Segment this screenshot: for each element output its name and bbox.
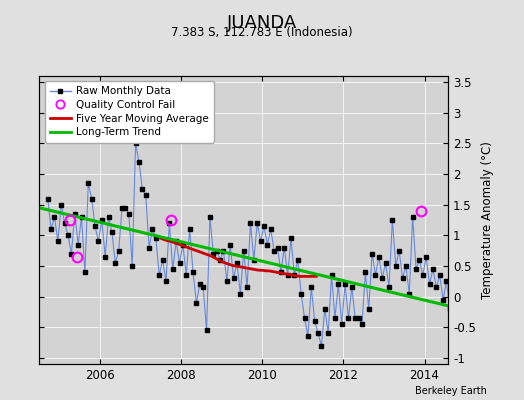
Y-axis label: Temperature Anomaly (°C): Temperature Anomaly (°C) — [482, 141, 494, 299]
Legend: Raw Monthly Data, Quality Control Fail, Five Year Moving Average, Long-Term Tren: Raw Monthly Data, Quality Control Fail, … — [45, 81, 214, 142]
Text: 7.383 S, 112.783 E (Indonesia): 7.383 S, 112.783 E (Indonesia) — [171, 26, 353, 39]
Text: JUANDA: JUANDA — [227, 14, 297, 32]
Text: Berkeley Earth: Berkeley Earth — [416, 386, 487, 396]
